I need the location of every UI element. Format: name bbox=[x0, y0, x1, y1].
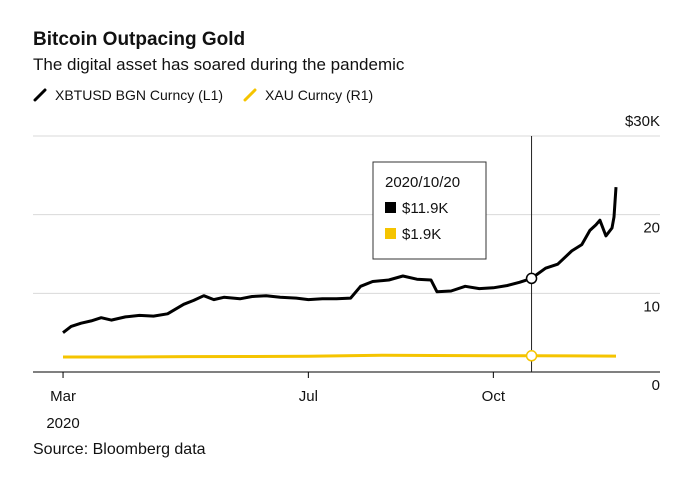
legend-swatch-btc bbox=[33, 88, 47, 102]
y-tick-label: 0 bbox=[652, 377, 660, 394]
legend-label-btc: XBTUSD BGN Curncy (L1) bbox=[55, 87, 224, 103]
hover-marker-btc bbox=[525, 272, 538, 285]
tooltip-value: $1.9K bbox=[402, 226, 441, 243]
legend-item-btc: XBTUSD BGN Curncy (L1) bbox=[33, 87, 223, 103]
y-tick-label: 10 bbox=[643, 298, 660, 315]
x-tick-label: Jul bbox=[299, 388, 318, 405]
x-tick-label: Oct bbox=[482, 388, 506, 405]
x-tick-label: Mar bbox=[50, 388, 76, 405]
series-line-gold bbox=[63, 353, 617, 359]
chart-subtitle: The digital asset has soared during the … bbox=[33, 55, 405, 74]
chart-title: Bitcoin Outpacing Gold bbox=[33, 29, 246, 50]
source-note: Source: Bloomberg data bbox=[33, 441, 206, 458]
legend-swatch-gold bbox=[243, 88, 257, 102]
legend-item-gold: XAU Curncy (R1) bbox=[243, 87, 373, 103]
x-year-label: 2020 bbox=[46, 415, 79, 432]
tooltip-value: $11.9K bbox=[402, 200, 448, 217]
tooltip-swatch bbox=[385, 202, 396, 213]
legend-label-gold: XAU Curncy (R1) bbox=[265, 87, 374, 103]
series-line-btc bbox=[62, 186, 618, 334]
tooltip-swatch bbox=[385, 228, 396, 239]
legend: XBTUSD BGN Curncy (L1) XAU Curncy (R1) bbox=[33, 87, 393, 103]
tooltip-date: 2020/10/20 bbox=[385, 174, 460, 191]
hover-marker-gold bbox=[525, 350, 538, 362]
y-tick-label: $30K bbox=[625, 113, 660, 130]
y-tick-label: 20 bbox=[643, 220, 660, 237]
